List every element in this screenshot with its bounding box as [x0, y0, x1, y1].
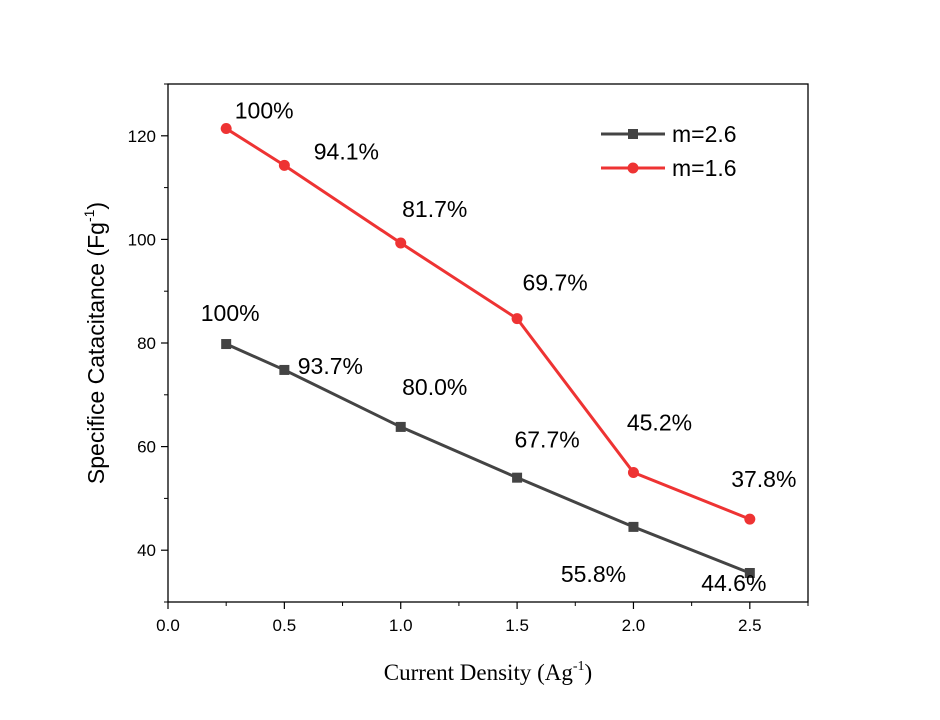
y-tick-label: 80: [137, 334, 156, 353]
legend: m=2.6 m=1.6: [601, 121, 737, 181]
data-point: [744, 567, 755, 578]
x-axis-label: Current Density (Ag-1): [384, 659, 592, 685]
data-label: 67.7%: [514, 427, 579, 453]
x-tick-label: 0.0: [156, 616, 180, 635]
data-point: [220, 123, 232, 135]
data-point: [628, 521, 639, 532]
x-tick-label: 1.5: [505, 616, 529, 635]
data-point: [221, 339, 232, 350]
x-tick-label: 2.0: [622, 616, 646, 635]
legend-marker: [627, 162, 639, 174]
data-point: [511, 313, 523, 325]
series-m=1.6: 100% 94.1% 81.7% 69.7% 45.2% 37.8%: [220, 98, 796, 525]
data-label: 100%: [235, 98, 294, 124]
data-point: [278, 159, 290, 171]
data-label: 94.1%: [314, 138, 379, 164]
data-point: [279, 364, 290, 375]
data-label: 81.7%: [402, 196, 467, 222]
x-tick-label: 1.0: [389, 616, 413, 635]
data-label: 80.0%: [402, 374, 467, 400]
data-point: [395, 237, 407, 249]
legend-marker: [628, 129, 638, 139]
data-label: 44.6%: [701, 570, 766, 596]
y-tick-label: 120: [128, 127, 156, 146]
data-point: [627, 467, 639, 478]
series-line: [225, 127, 751, 521]
data-label: 55.8%: [561, 561, 626, 587]
x-tick-label: 2.5: [738, 616, 762, 635]
data-point: [395, 421, 406, 432]
data-label: 100%: [201, 300, 260, 326]
data-label: 69.7%: [522, 270, 587, 296]
legend-label: m=1.6: [672, 155, 737, 181]
series-layer: 100% 93.7% 80.0% 67.7% 55.8% 44.6% 100% 94.1% 81…: [201, 98, 797, 596]
x-axis: 0.0 0.5 1.0 1.5 2.0 2.5: [156, 602, 809, 635]
data-label: 45.2%: [627, 410, 692, 436]
y-tick-label: 60: [137, 438, 156, 457]
y-axis-label: Specifice Catacitance (Fg-1): [81, 202, 109, 484]
legend-label: m=2.6: [672, 121, 737, 147]
y-tick-label: 40: [137, 541, 156, 560]
data-label: 93.7%: [298, 353, 363, 379]
series-line: [225, 342, 751, 575]
data-label: 37.8%: [731, 466, 796, 492]
y-tick-label: 100: [128, 230, 156, 249]
series-m=2.6: 100% 93.7% 80.0% 67.7% 55.8% 44.6%: [201, 300, 767, 596]
x-tick-label: 0.5: [273, 616, 297, 635]
data-point: [512, 472, 523, 483]
y-axis: 40 60 80 100 120: [128, 83, 168, 603]
data-point: [744, 513, 756, 525]
